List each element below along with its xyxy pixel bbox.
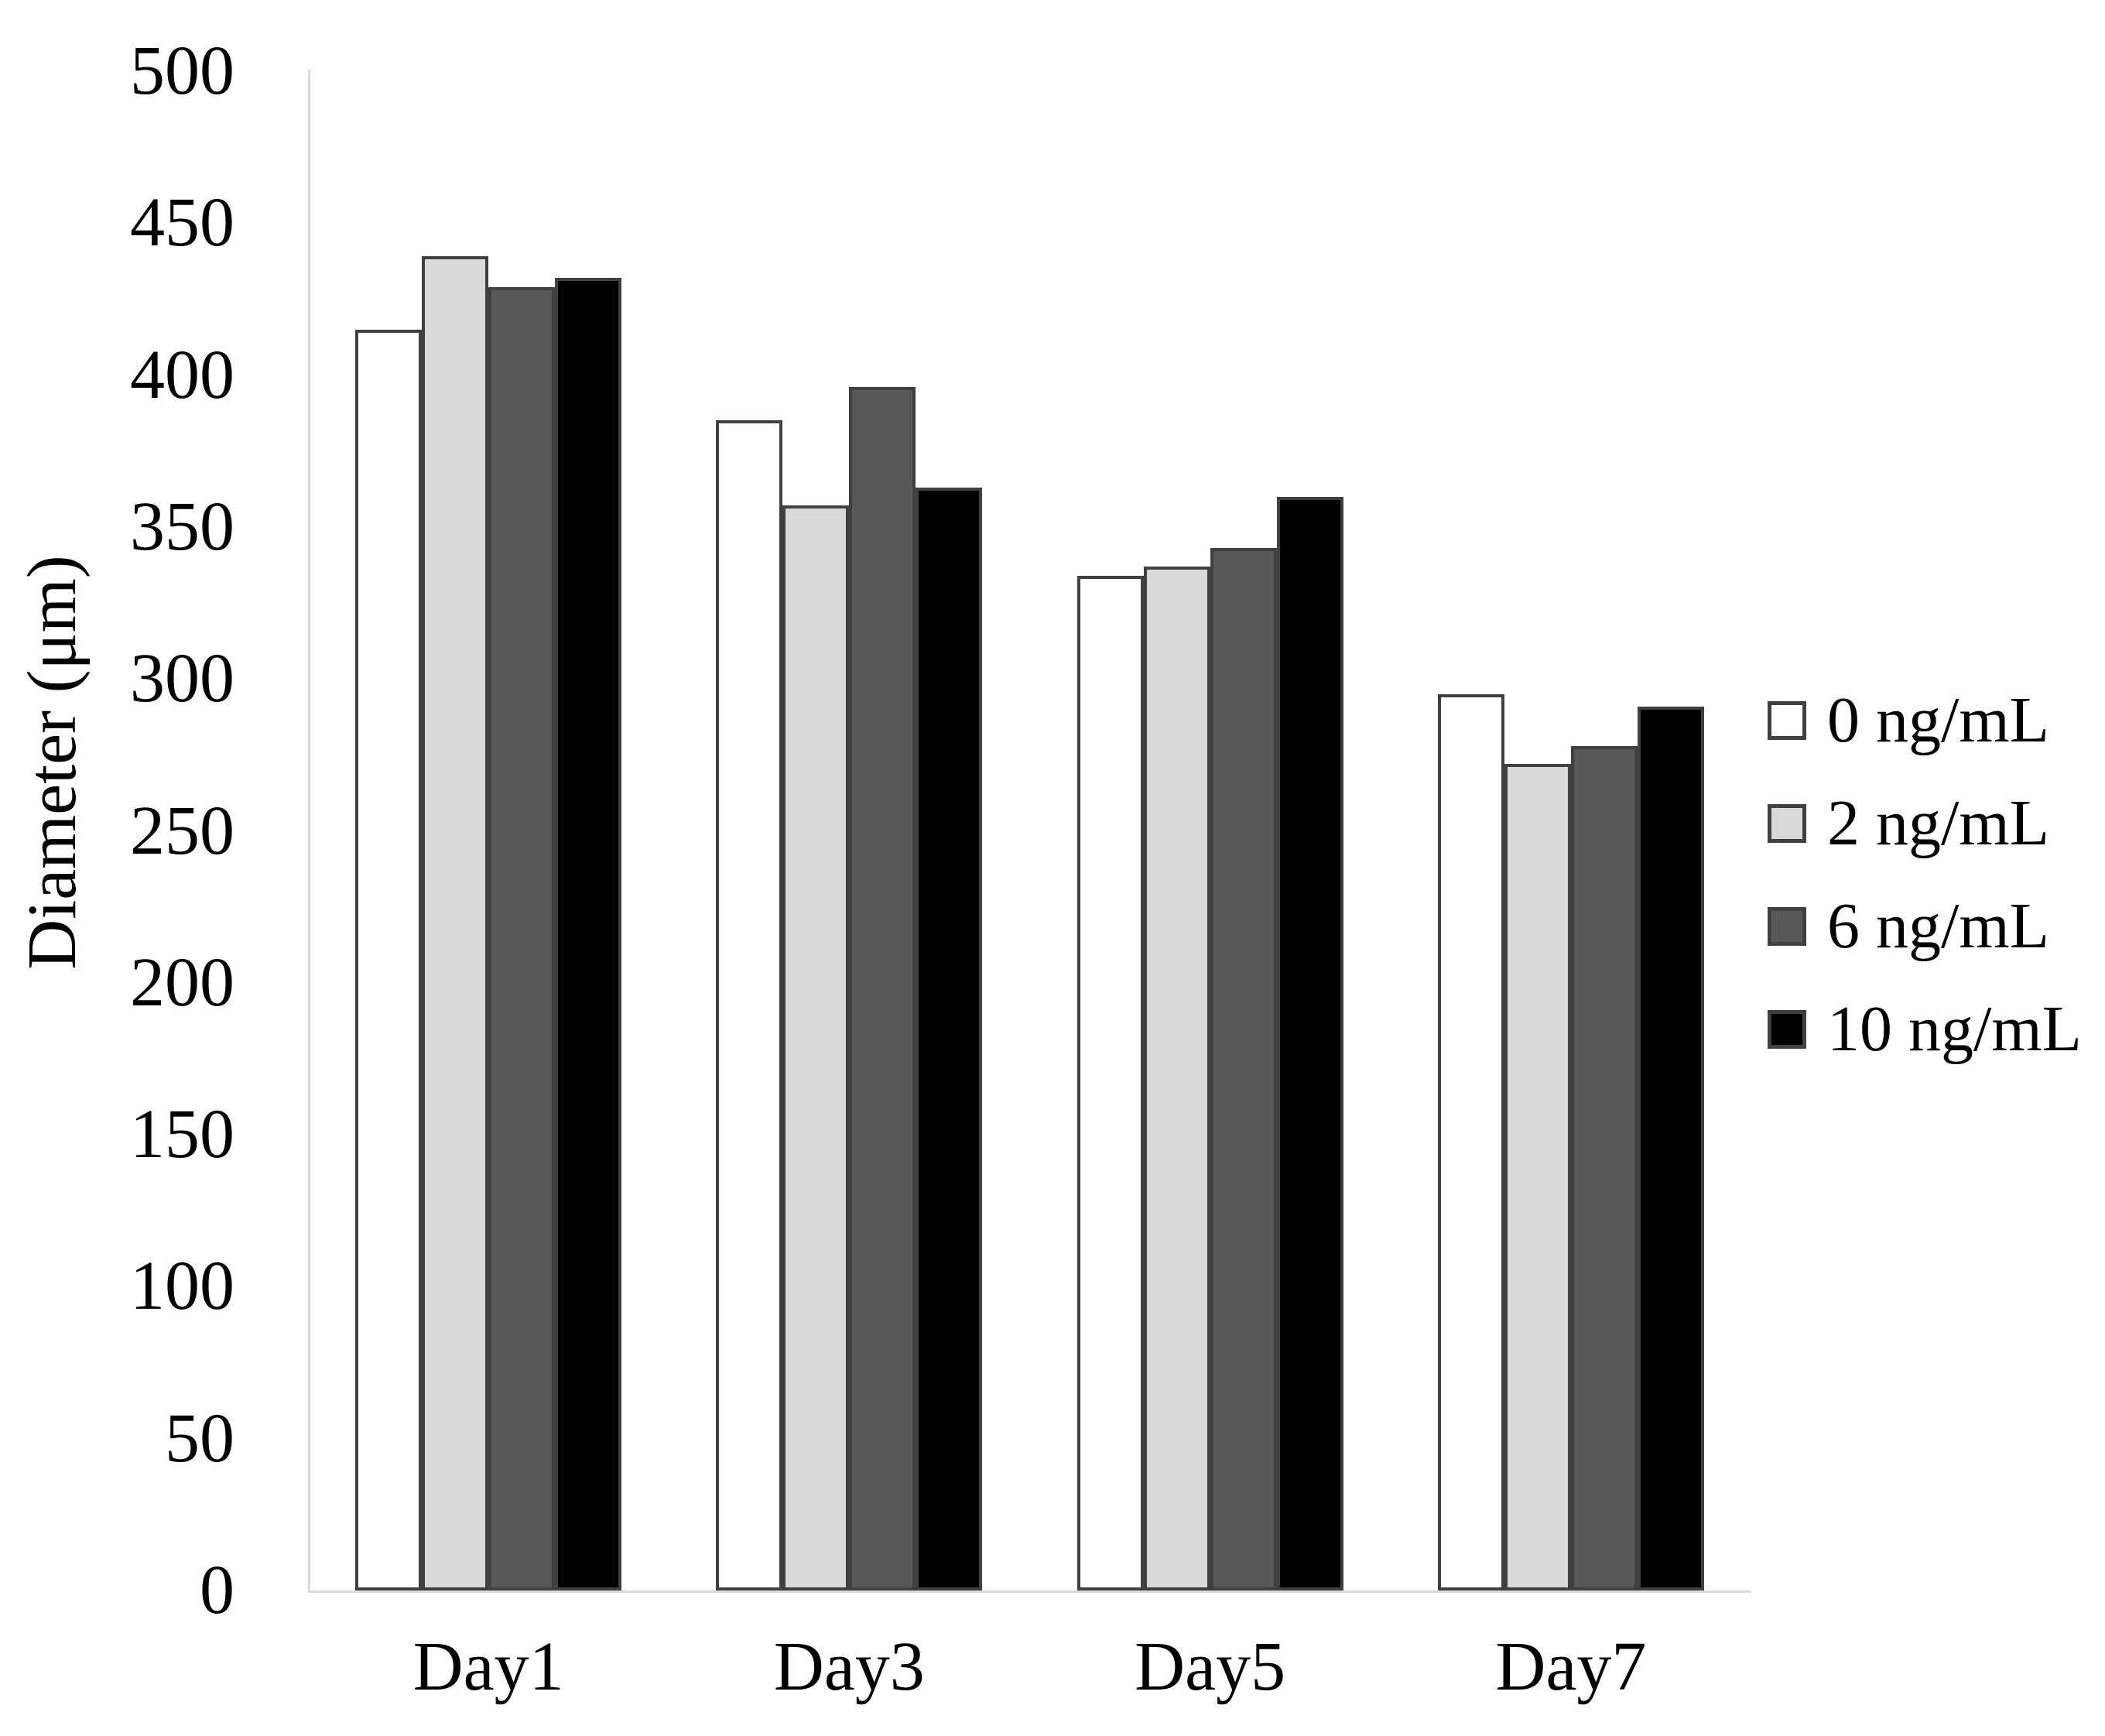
bar-day3-0-ng-ml xyxy=(716,420,783,1590)
y-tick-label-100: 100 xyxy=(130,1248,234,1325)
legend-swatch-6-ng-ml xyxy=(1768,907,1806,946)
bar-day3-2-ng-ml xyxy=(782,505,850,1590)
bar-day7-0-ng-ml xyxy=(1437,693,1504,1590)
y-tick-label-0: 0 xyxy=(200,1552,234,1628)
bar-day7-2-ng-ml xyxy=(1504,764,1571,1590)
bar-day1-10-ng-ml xyxy=(555,277,622,1590)
legend-label-10-ng-ml: 10 ng/mL xyxy=(1827,993,2082,1065)
y-axis-line xyxy=(308,70,310,1593)
y-tick-label-200: 200 xyxy=(130,943,234,1021)
bar-day3-6-ng-ml xyxy=(849,387,916,1590)
legend-swatch-0-ng-ml xyxy=(1768,701,1806,740)
x-category-label-day3: Day3 xyxy=(773,1628,925,1705)
y-tick-label-350: 350 xyxy=(130,488,234,565)
legend-label-2-ng-ml: 2 ng/mL xyxy=(1827,787,2049,859)
y-tick-label-300: 300 xyxy=(130,640,234,717)
y-tick-label-450: 450 xyxy=(130,184,234,262)
bar-day5-2-ng-ml xyxy=(1143,566,1210,1590)
x-axis-line xyxy=(308,1590,1751,1593)
bar-day1-2-ng-ml xyxy=(422,256,489,1590)
bar-day5-10-ng-ml xyxy=(1276,496,1343,1590)
legend-item-10-ng-ml: 10 ng/mL xyxy=(1768,978,2082,1080)
x-category-label-day1: Day1 xyxy=(412,1628,564,1705)
legend-label-6-ng-ml: 6 ng/mL xyxy=(1827,890,2049,962)
legend-label-0-ng-ml: 0 ng/mL xyxy=(1827,684,2049,756)
legend-item-2-ng-ml: 2 ng/mL xyxy=(1768,772,2049,875)
bar-day7-6-ng-ml xyxy=(1570,745,1638,1590)
legend-swatch-2-ng-ml xyxy=(1768,804,1806,843)
bar-day1-6-ng-ml xyxy=(488,286,556,1590)
y-tick-label-400: 400 xyxy=(130,336,234,413)
y-tick-label-250: 250 xyxy=(130,792,234,869)
x-category-label-day7: Day7 xyxy=(1495,1628,1647,1705)
y-tick-label-50: 50 xyxy=(165,1399,234,1477)
bar-day5-0-ng-ml xyxy=(1076,575,1144,1590)
bar-day5-6-ng-ml xyxy=(1210,548,1277,1590)
y-tick-label-500: 500 xyxy=(130,33,234,109)
bar-day7-10-ng-ml xyxy=(1637,706,1704,1590)
legend-item-0-ng-ml: 0 ng/mL xyxy=(1768,669,2049,772)
legend-item-6-ng-ml: 6 ng/mL xyxy=(1768,875,2049,978)
bar-day1-0-ng-ml xyxy=(355,329,423,1590)
x-category-label-day5: Day5 xyxy=(1135,1628,1286,1705)
legend-swatch-10-ng-ml xyxy=(1768,1010,1806,1049)
y-tick-label-150: 150 xyxy=(130,1096,234,1173)
bar-day3-10-ng-ml xyxy=(916,487,983,1590)
